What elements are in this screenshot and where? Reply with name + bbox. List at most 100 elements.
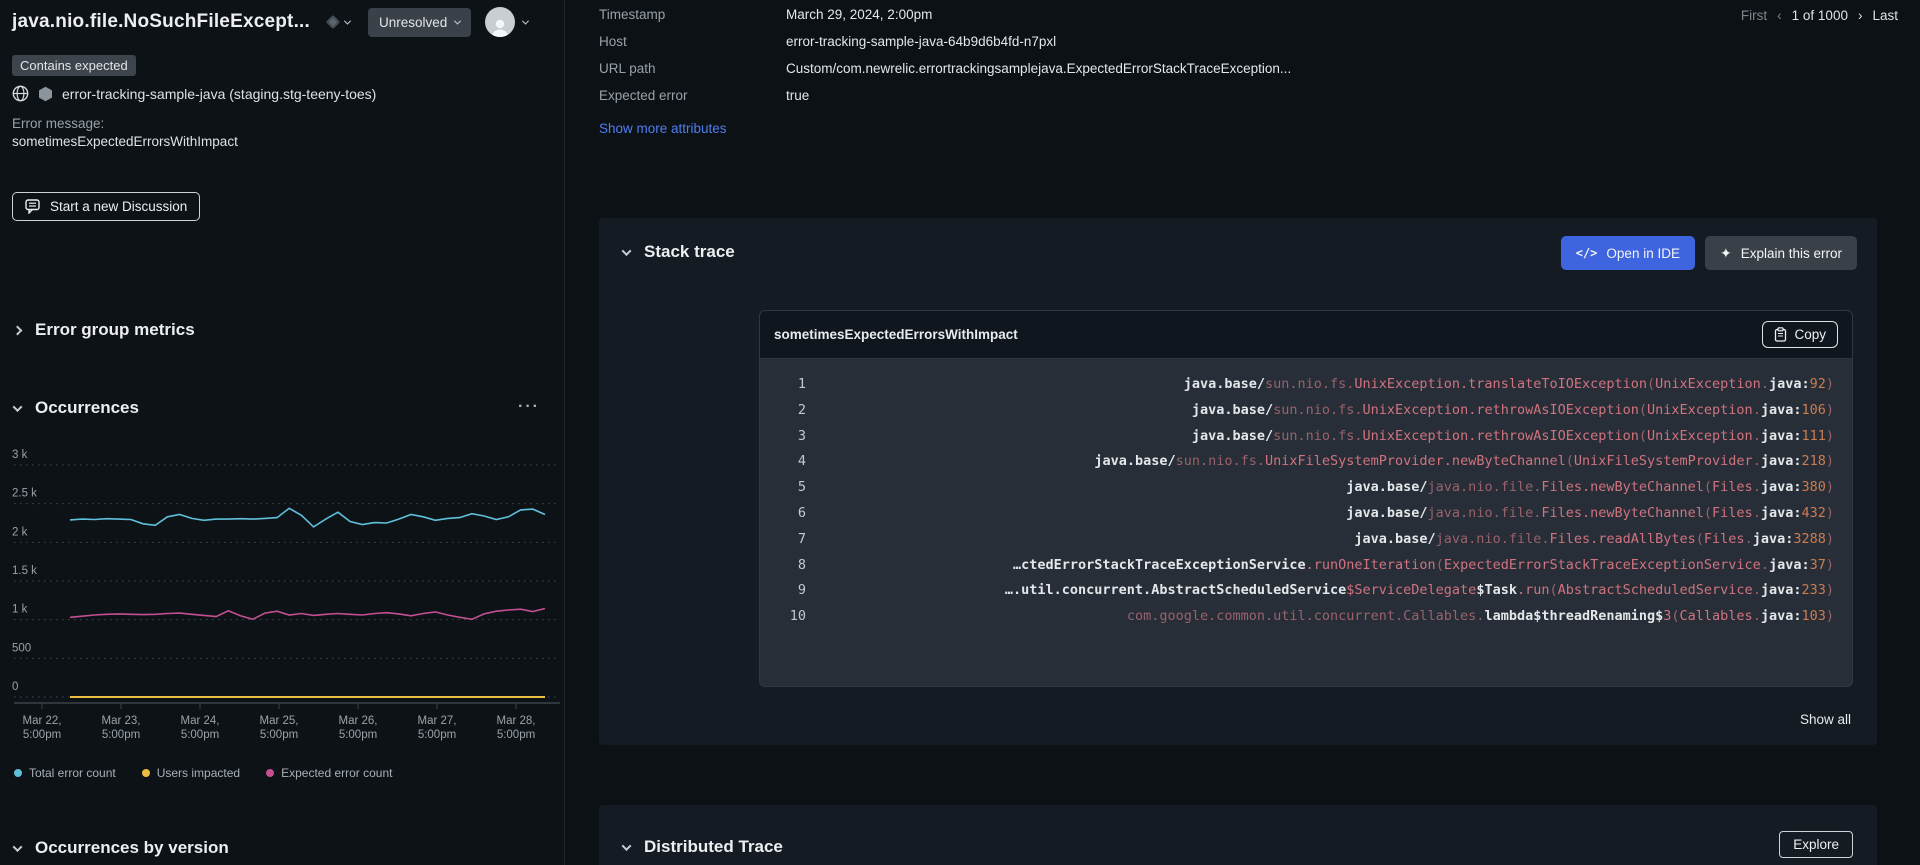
section-stack-trace[interactable]: Stack trace (623, 242, 735, 262)
chart-legend: Total error count Users impacted Expected … (14, 766, 393, 780)
discussion-icon (25, 199, 42, 214)
entity-name: error-tracking-sample-java (staging.stg-… (62, 86, 376, 102)
next-button[interactable]: › (1858, 8, 1863, 23)
attribute-value: error-tracking-sample-java-64b9d6b4fd-n7… (786, 34, 1056, 49)
stack-line: 5java.base/java.nio.file.Files.newByteCh… (760, 475, 1852, 501)
stack-line: 1java.base/sun.nio.fs.UnixException.tran… (760, 372, 1852, 398)
stack-line: 7java.base/java.nio.file.Files.readAllBy… (760, 527, 1852, 553)
legend-dot-icon (266, 769, 274, 777)
avatar (485, 7, 515, 37)
legend-label: Total error count (29, 766, 116, 780)
section-title: Error group metrics (35, 320, 195, 340)
globe-icon (12, 85, 29, 102)
error-message-value: sometimesExpectedErrorsWithImpact (12, 134, 238, 149)
svg-text:2 k: 2 k (12, 526, 28, 538)
svg-text:Mar 26,5:00pm: Mar 26,5:00pm (339, 715, 378, 741)
svg-text:3 k: 3 k (12, 449, 28, 461)
attribute-row: URL pathCustom/com.newrelic.errortrackin… (599, 59, 1291, 77)
section-occurrences-by-version[interactable]: Occurrences by version (14, 838, 229, 858)
legend-item[interactable]: Expected error count (266, 766, 392, 780)
explain-error-label: Explain this error (1741, 246, 1842, 261)
copy-button[interactable]: Copy (1762, 321, 1838, 348)
start-discussion-button[interactable]: Start a new Discussion (12, 192, 200, 221)
chevron-down-icon (344, 17, 351, 24)
line-number: 3 (760, 424, 806, 450)
attribute-row: TimestampMarch 29, 2024, 2:00pm (599, 5, 1291, 23)
legend-dot-icon (142, 769, 150, 777)
stack-line: 6java.base/java.nio.file.Files.newByteCh… (760, 501, 1852, 527)
chevron-down-icon (522, 17, 529, 24)
clipboard-icon (1774, 327, 1787, 342)
status-dropdown[interactable]: Unresolved (368, 8, 471, 37)
frame-text: java.base/sun.nio.fs.UnixException.rethr… (806, 424, 1852, 450)
stack-trace-actions: </> Open in IDE ✦ Explain this error (1561, 236, 1857, 270)
frame-text: java.base/java.nio.file.Files.newByteCha… (806, 501, 1852, 527)
last-button[interactable]: Last (1872, 8, 1898, 23)
frame-text: java.base/sun.nio.fs.UnixException.trans… (806, 372, 1852, 398)
section-occurrences[interactable]: Occurrences (14, 398, 139, 418)
attribute-value: March 29, 2024, 2:00pm (786, 7, 932, 22)
sparkle-icon: ✦ (1720, 245, 1732, 262)
svg-text:0: 0 (12, 681, 18, 693)
svg-text:Mar 23,5:00pm: Mar 23,5:00pm (102, 715, 141, 741)
entity-row[interactable]: error-tracking-sample-java (staging.stg-… (12, 85, 376, 102)
show-more-attributes-link[interactable]: Show more attributes (599, 121, 727, 136)
svg-text:Mar 25,5:00pm: Mar 25,5:00pm (260, 715, 299, 741)
section-distributed-trace[interactable]: Distributed Trace (623, 837, 783, 857)
contains-expected-badge: Contains expected (12, 55, 136, 76)
stack-trace-block: sometimesExpectedErrorsWithImpact Copy 1… (759, 310, 1853, 687)
frame-text: …ctedErrorStackTraceExceptionService.run… (806, 553, 1852, 579)
attribute-label: Expected error (599, 88, 786, 103)
status-label: Unresolved (379, 15, 447, 30)
stack-line: 4java.base/sun.nio.fs.UnixFileSystemProv… (760, 449, 1852, 475)
stack-line: 8…ctedErrorStackTraceExceptionService.ru… (760, 553, 1852, 579)
severity-dropdown[interactable] (324, 13, 354, 31)
section-title: Occurrences by version (35, 838, 229, 858)
attribute-label: Timestamp (599, 7, 786, 22)
frame-text: com.google.common.util.concurrent.Callab… (806, 604, 1852, 630)
svg-text:Mar 24,5:00pm: Mar 24,5:00pm (181, 715, 220, 741)
explain-error-button[interactable]: ✦ Explain this error (1705, 236, 1857, 270)
show-all-button[interactable]: Show all (1800, 712, 1851, 727)
start-discussion-label: Start a new Discussion (50, 199, 187, 214)
svg-text:500: 500 (12, 642, 31, 654)
hexagon-icon (38, 86, 53, 102)
first-button[interactable]: First (1741, 8, 1767, 23)
line-number: 4 (760, 449, 806, 475)
error-detail-sidebar: java.nio.file.NoSuchFileExcept... Unreso… (0, 0, 565, 865)
distributed-trace-card: Distributed Trace Explore (599, 805, 1877, 865)
explore-button[interactable]: Explore (1779, 831, 1853, 858)
legend-dot-icon (14, 769, 22, 777)
copy-label: Copy (1794, 327, 1826, 342)
code-icon: </> (1576, 246, 1598, 260)
page-indicator: 1 of 1000 (1792, 8, 1848, 23)
frame-text: java.base/sun.nio.fs.UnixException.rethr… (806, 398, 1852, 424)
open-in-ide-button[interactable]: </> Open in IDE (1561, 236, 1695, 270)
open-in-ide-label: Open in IDE (1606, 246, 1680, 261)
stack-trace-title: sometimesExpectedErrorsWithImpact (774, 327, 1018, 342)
chevron-down-icon (13, 402, 23, 412)
svg-text:1 k: 1 k (12, 604, 28, 616)
assignee-dropdown[interactable] (485, 7, 528, 37)
line-number: 5 (760, 475, 806, 501)
attribute-value: true (786, 88, 809, 103)
chevron-down-icon (454, 17, 461, 24)
line-number: 2 (760, 398, 806, 424)
chevron-down-icon (622, 841, 632, 851)
occurrence-detail-panel: First ‹ 1 of 1000 › Last TimestampMarch … (566, 0, 1920, 865)
legend-item[interactable]: Total error count (14, 766, 116, 780)
legend-item[interactable]: Users impacted (142, 766, 240, 780)
attribute-value: Custom/com.newrelic.errortrackingsamplej… (786, 61, 1291, 76)
attribute-row: Expected errortrue (599, 86, 1291, 104)
svg-text:2.5 k: 2.5 k (12, 488, 37, 500)
stack-trace-card: Stack trace </> Open in IDE ✦ Explain th… (599, 218, 1877, 745)
more-options-icon[interactable]: ··· (518, 398, 540, 416)
line-number: 9 (760, 578, 806, 604)
prev-button[interactable]: ‹ (1777, 8, 1782, 23)
section-title: Occurrences (35, 398, 139, 418)
line-number: 10 (760, 604, 806, 630)
chevron-right-icon (13, 325, 23, 335)
stack-lines: 1java.base/sun.nio.fs.UnixException.tran… (760, 359, 1852, 630)
line-number: 1 (760, 372, 806, 398)
section-error-group-metrics[interactable]: Error group metrics (14, 320, 195, 340)
